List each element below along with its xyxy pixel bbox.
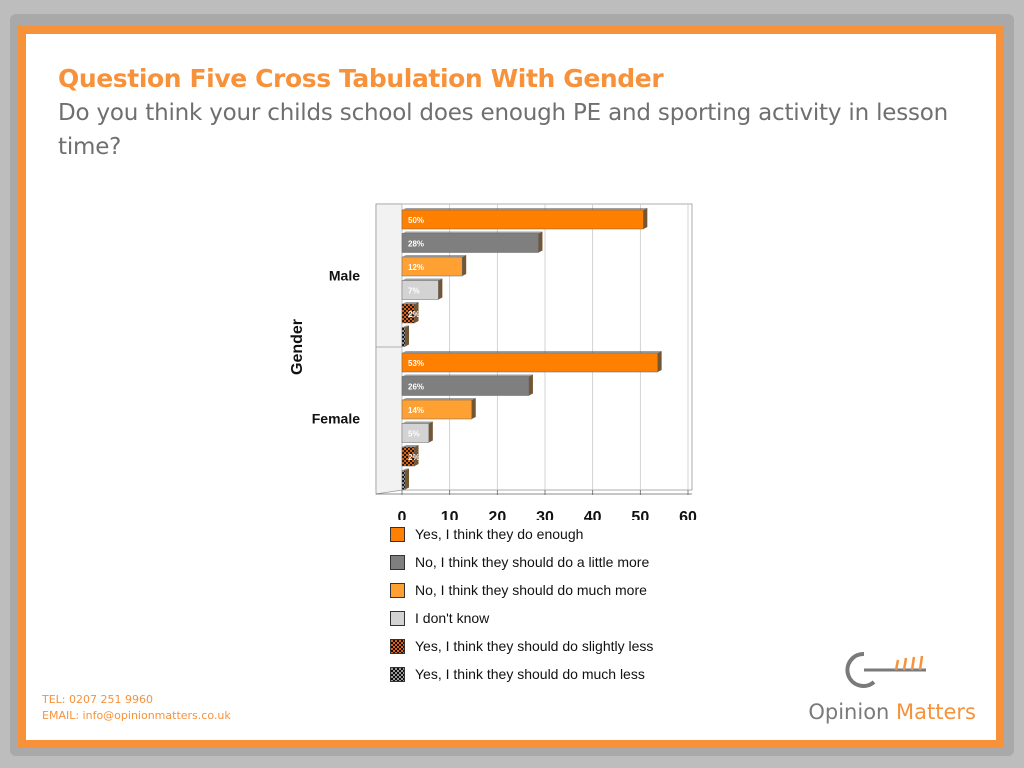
bar <box>401 423 430 443</box>
bar-side <box>428 421 433 443</box>
legend-label: Yes, I think they do enough <box>415 526 584 542</box>
legend-swatch <box>390 526 405 542</box>
slide-title: Question Five Cross Tabulation With Gend… <box>58 64 664 93</box>
chart-labels: 50% 28% 12% 7% 2% 53% 26% 14% 5% 2% <box>408 216 424 462</box>
chart-bars <box>401 208 662 490</box>
x-tick-label: 30 <box>536 509 554 520</box>
bar <box>401 233 539 253</box>
logo-word-matters: Matters <box>896 700 976 724</box>
slide-content: Question Five Cross Tabulation With Gend… <box>26 34 996 740</box>
legend-swatch <box>390 582 405 598</box>
bar <box>401 376 530 396</box>
x-tick-label: 50 <box>631 509 649 520</box>
data-label: 12% <box>408 263 424 272</box>
bar-side <box>528 374 533 396</box>
data-label: 2% <box>408 310 420 319</box>
data-label: 7% <box>408 287 420 296</box>
legend-label: No, I think they should do much more <box>415 582 647 598</box>
legend-swatch <box>390 610 405 626</box>
bar-top <box>402 255 467 257</box>
bar <box>401 327 406 347</box>
plot-side-wall <box>375 203 403 495</box>
footer-contact: TEL: 0207 251 9960 EMAIL: info@opinionma… <box>42 692 231 724</box>
data-label: 26% <box>408 383 424 392</box>
bar <box>401 399 472 420</box>
chart-legend: Yes, I think they do enough No, I think t… <box>390 520 653 688</box>
x-tick-label: 20 <box>488 509 506 520</box>
y-category-label: Female <box>312 411 360 427</box>
bar-top <box>402 398 476 400</box>
bar-side <box>438 278 443 300</box>
x-tick-label: 60 <box>679 509 697 520</box>
x-tick-label: 0 <box>398 509 407 520</box>
opinion-matters-logo: Opinion Matters <box>808 648 984 728</box>
bar-side <box>414 302 419 323</box>
legend-swatch <box>390 554 405 570</box>
bar-side <box>414 445 419 466</box>
bar-top <box>402 445 419 447</box>
footer-tel: TEL: 0207 251 9960 <box>42 693 153 706</box>
legend-item: Yes, I think they do enough <box>390 520 653 548</box>
bar-top <box>402 208 648 210</box>
bar-side <box>462 255 467 276</box>
slide-frame: Question Five Cross Tabulation With Gend… <box>18 26 1004 748</box>
y-axis-title: Gender <box>289 319 306 375</box>
legend-item: No, I think they should do much more <box>390 576 653 604</box>
data-label: 14% <box>408 406 424 415</box>
legend-swatch <box>390 666 405 682</box>
bar <box>401 470 406 490</box>
slide-subtitle: Do you think your childs school does eno… <box>58 100 949 160</box>
legend-label: Yes, I think they should do much less <box>415 666 645 682</box>
bar-top <box>402 468 409 471</box>
bar-side <box>405 468 409 490</box>
x-tick-label: 40 <box>584 509 602 520</box>
x-tick-label: 10 <box>441 509 459 520</box>
y-category-label: Male <box>329 268 360 284</box>
bar-top <box>402 374 533 377</box>
bar-top <box>402 278 443 281</box>
legend-label: I don't know <box>415 610 490 626</box>
legend-item: No, I think they should do a little more <box>390 548 653 576</box>
data-label: 28% <box>408 240 424 249</box>
legend-item: Yes, I think they should do slightly les… <box>390 632 653 660</box>
bar <box>401 352 658 373</box>
chart-axes: 0 10 20 30 40 50 60 Male Female Gender <box>289 268 697 521</box>
bar-top <box>402 351 662 353</box>
data-label: 5% <box>408 430 420 439</box>
legend-label: No, I think they should do a little more <box>415 554 650 570</box>
data-label: 53% <box>408 359 424 368</box>
bar <box>401 209 644 230</box>
bar-side <box>405 325 409 347</box>
bar <box>401 280 439 300</box>
logo-word-opinion: Opinion <box>808 700 890 724</box>
bar <box>401 446 415 467</box>
bar-top <box>402 302 419 304</box>
bar-chart: 50% 28% 12% 7% 2% 53% 26% 14% 5% 2% 0 10 20 30 40 50 60… <box>289 203 697 521</box>
legend-item: I don't know <box>390 604 653 632</box>
data-label: 50% <box>408 216 424 225</box>
bar-top <box>402 231 543 234</box>
legend-swatch <box>390 638 405 654</box>
bar-side <box>657 351 662 372</box>
bar-side <box>538 231 543 253</box>
logo-wordmark: Opinion Matters <box>808 700 976 724</box>
bar-side <box>643 208 648 229</box>
data-label: 2% <box>408 453 420 462</box>
legend-item: Yes, I think they should do much less <box>390 660 653 688</box>
key-icon <box>845 651 926 688</box>
bar-side <box>471 398 476 419</box>
bar-top <box>402 325 409 328</box>
bar-top <box>402 421 433 424</box>
footer-email: EMAIL: info@opinionmatters.co.uk <box>42 709 231 722</box>
bar <box>401 303 415 324</box>
bar <box>401 256 463 277</box>
legend-label: Yes, I think they should do slightly les… <box>415 638 654 654</box>
